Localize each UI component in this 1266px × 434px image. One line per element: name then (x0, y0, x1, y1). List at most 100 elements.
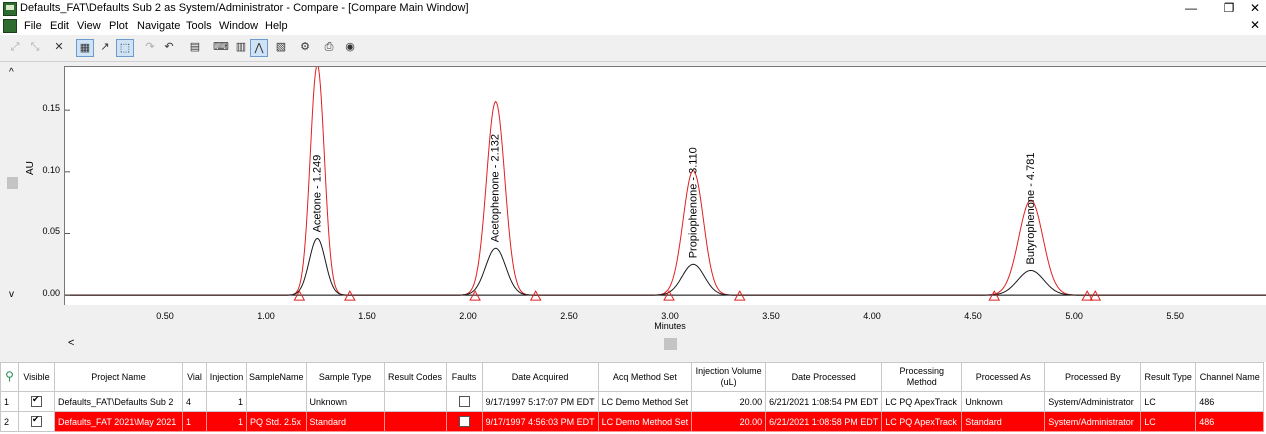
col-header-date-processed[interactable]: Date Processed (765, 362, 883, 392)
cell-date-acquired[interactable]: 9/17/1997 5:17:07 PM EDT (481, 391, 599, 412)
baseline-marker[interactable] (343, 290, 356, 301)
layout-button[interactable]: ▧ (272, 39, 290, 57)
peak-label[interactable]: Acetophenone - 2.132 (490, 134, 502, 242)
cell-processed-by[interactable]: System/Administrator (1044, 391, 1142, 412)
cell-processing-method[interactable]: LC PQ ApexTrack (881, 391, 963, 412)
menu-view[interactable]: View (77, 20, 101, 32)
col-header-processing-method[interactable]: Processing Method (881, 362, 963, 392)
document-icon[interactable] (3, 19, 17, 33)
export-button[interactable]: ◉ (341, 39, 359, 57)
vertical-scroll-thumb[interactable] (7, 177, 18, 189)
cell-processing-method[interactable]: LC PQ ApexTrack (881, 411, 963, 432)
horizontal-scrollbar[interactable]: < (64, 336, 1266, 352)
menu-navigate[interactable]: Navigate (137, 20, 181, 32)
cell-vial[interactable]: 4 (182, 391, 207, 412)
menu-edit[interactable]: Edit (50, 20, 69, 32)
annotate-button[interactable]: ↗ (96, 39, 114, 57)
baseline-marker[interactable] (529, 290, 542, 301)
cell-sample-type[interactable]: Standard (305, 411, 385, 432)
cell-result-codes[interactable] (383, 411, 447, 432)
scroll-up-icon[interactable]: ^ (9, 67, 14, 78)
grid-corner[interactable]: ⚲ (0, 362, 19, 392)
peak-label[interactable]: Acetone - 1.249 (311, 155, 323, 233)
restore-button[interactable]: ❐ (1223, 1, 1235, 15)
peak-label[interactable]: Propiophenone - 3.110 (687, 147, 699, 258)
series-trace-2[interactable] (65, 237, 1266, 296)
col-header-processed-by[interactable]: Processed By (1044, 362, 1142, 392)
col-header-processed-as[interactable]: Processed As (961, 362, 1046, 392)
baseline-marker[interactable] (988, 290, 1001, 301)
peak-label[interactable]: Butyrophenone - 4.781 (1025, 153, 1037, 265)
visible-checkbox[interactable] (31, 414, 42, 428)
cell-sample-type[interactable]: Unknown (305, 391, 385, 412)
col-header-channel-name[interactable]: Channel Name (1195, 362, 1265, 392)
select-region-button[interactable]: ⬚ (116, 39, 134, 57)
col-header-sample-type[interactable]: Sample Type (305, 362, 385, 392)
col-header-faults[interactable]: Faults (445, 362, 483, 392)
faults-checkbox[interactable] (458, 416, 470, 428)
baseline-marker[interactable] (663, 290, 675, 301)
col-header-date-acquired[interactable]: Date Acquired (481, 362, 599, 392)
menu-tools[interactable]: Tools (186, 20, 212, 32)
baseline-marker[interactable] (733, 290, 746, 301)
table-row[interactable]: 2 Defaults_FAT 2021\May 2021 1 1 PQ Std.… (0, 411, 1265, 432)
chromatogram-plot[interactable]: Acetone - 1.249 Acetophenone - 2.132 Propi… (64, 63, 1266, 305)
visible-checkbox[interactable] (31, 394, 42, 408)
minimize-button[interactable]: — (1185, 1, 1197, 15)
overlay-button[interactable]: ▦ (76, 39, 94, 57)
col-header-sample-name[interactable]: SampleName (246, 362, 307, 392)
series-trace-1[interactable] (65, 63, 1266, 296)
table-button[interactable]: ▥ (232, 39, 250, 57)
cell-acq-method-set[interactable]: LC Demo Method Set (597, 411, 693, 432)
cell-sample-name[interactable]: PQ Std. 2.5x (246, 411, 307, 432)
close-button[interactable]: ✕ (1249, 1, 1261, 15)
col-header-result-codes[interactable]: Result Codes (383, 362, 447, 392)
menu-file[interactable]: File (24, 20, 42, 32)
cell-result-type[interactable]: LC (1140, 391, 1197, 412)
zoom-in-button[interactable]: ⤢ (6, 39, 24, 57)
cell-vial[interactable]: 1 (182, 411, 207, 432)
cell-result-type[interactable]: LC (1140, 411, 1197, 432)
cell-date-processed[interactable]: 6/21/2021 1:08:58 PM EDT (765, 411, 883, 432)
menu-help[interactable]: Help (265, 20, 288, 32)
row-number[interactable]: 2 (0, 411, 19, 432)
cell-project-name[interactable]: Defaults_FAT 2021\May 2021 (54, 411, 183, 432)
baseline-marker[interactable] (1089, 290, 1102, 301)
redo-button[interactable]: ↷ (141, 39, 159, 57)
baseline-marker[interactable] (469, 290, 481, 301)
cell-processed-as[interactable]: Unknown (961, 391, 1046, 412)
scroll-left-icon[interactable]: < (68, 337, 75, 349)
cell-injection[interactable]: 1 (206, 411, 247, 432)
cell-project-name[interactable]: Defaults_FAT\Defaults Sub 2 (54, 391, 183, 412)
cell-sample-name[interactable] (246, 391, 307, 412)
properties-button[interactable]: ⚙ (296, 39, 314, 57)
col-header-result-type[interactable]: Result Type (1140, 362, 1197, 392)
peak-button[interactable]: ⋀ (250, 39, 268, 57)
scroll-down-icon[interactable]: v (9, 289, 14, 300)
cell-injection-volume[interactable]: 20.00 (691, 411, 767, 432)
menu-window[interactable]: Window (219, 20, 259, 32)
col-header-vial[interactable]: Vial (182, 362, 207, 392)
menu-plot[interactable]: Plot (109, 20, 128, 32)
keyboard-button[interactable]: ⌨ (212, 39, 230, 57)
row-number[interactable]: 1 (0, 391, 19, 412)
cell-date-processed[interactable]: 6/21/2021 1:08:54 PM EDT (765, 391, 883, 412)
undo-button[interactable]: ↶ (160, 39, 178, 57)
document-close-button[interactable]: ✕ (1249, 18, 1260, 32)
baseline-marker[interactable] (293, 290, 306, 301)
col-header-acq-method-set[interactable]: Acq Method Set (597, 362, 693, 392)
cell-channel-name[interactable]: 486 (1195, 411, 1265, 432)
horizontal-scroll-thumb[interactable] (664, 338, 677, 350)
col-header-project-name[interactable]: Project Name (54, 362, 183, 392)
col-header-injection[interactable]: Injection (206, 362, 247, 392)
cell-injection-volume[interactable]: 20.00 (691, 391, 767, 412)
cell-processed-as[interactable]: Standard (961, 411, 1046, 432)
cell-result-codes[interactable] (383, 391, 447, 412)
cell-acq-method-set[interactable]: LC Demo Method Set (597, 391, 693, 412)
cell-processed-by[interactable]: System/Administrator (1044, 411, 1142, 432)
delete-button[interactable]: ✕ (50, 39, 68, 57)
print-button[interactable]: ⎙ (320, 39, 338, 57)
col-header-visible[interactable]: Visible (18, 362, 55, 392)
table-row[interactable]: 1 Defaults_FAT\Defaults Sub 2 4 1 Unknow… (0, 391, 1265, 412)
baseline-marker[interactable] (1081, 290, 1094, 301)
